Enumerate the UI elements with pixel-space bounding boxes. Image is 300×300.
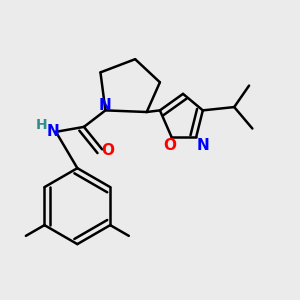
Text: N: N — [196, 137, 209, 152]
Text: O: O — [102, 143, 115, 158]
Text: N: N — [46, 124, 59, 139]
Text: O: O — [163, 137, 176, 152]
Text: H: H — [36, 118, 48, 132]
Text: N: N — [99, 98, 112, 113]
